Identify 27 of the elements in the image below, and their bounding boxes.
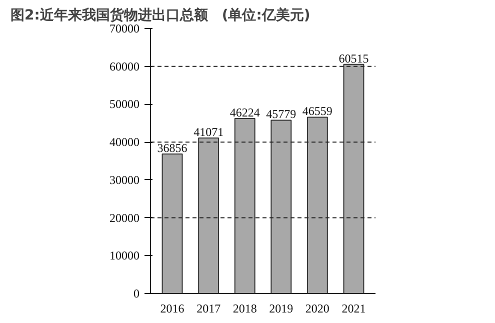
y-tick-label: 20000 — [110, 210, 140, 225]
x-tick-label: 2016 — [160, 302, 184, 316]
data-label: 46559 — [302, 104, 332, 118]
data-label: 45779 — [266, 107, 296, 122]
x-tick-label: 2020 — [305, 302, 330, 316]
y-tick-label: 60000 — [110, 59, 140, 74]
data-label: 46224 — [230, 106, 260, 120]
y-tick-label: 0 — [134, 286, 140, 300]
data-label: 41071 — [194, 125, 224, 140]
bar — [306, 116, 328, 294]
x-tick-label: 2017 — [196, 302, 221, 316]
y-tick-label: 50000 — [110, 97, 140, 112]
y-tick-label: 30000 — [110, 172, 140, 187]
chart-title: 图2:近年来我国货物进出口总额 (单位:亿美元) — [10, 6, 310, 24]
x-tick-label: 2019 — [269, 302, 294, 316]
bar — [162, 153, 183, 294]
x-tick-label: 2021 — [342, 302, 366, 316]
y-tick-label: 40000 — [110, 135, 140, 150]
data-label: 36856 — [157, 140, 188, 155]
x-tick-label: 2018 — [232, 302, 257, 316]
y-tick-label: 10000 — [110, 248, 140, 263]
bar — [234, 118, 256, 294]
bar — [343, 64, 364, 294]
bar — [270, 120, 292, 294]
bar — [198, 138, 220, 294]
y-tick-label: 70000 — [110, 22, 140, 36]
data-label: 60515 — [338, 51, 369, 66]
